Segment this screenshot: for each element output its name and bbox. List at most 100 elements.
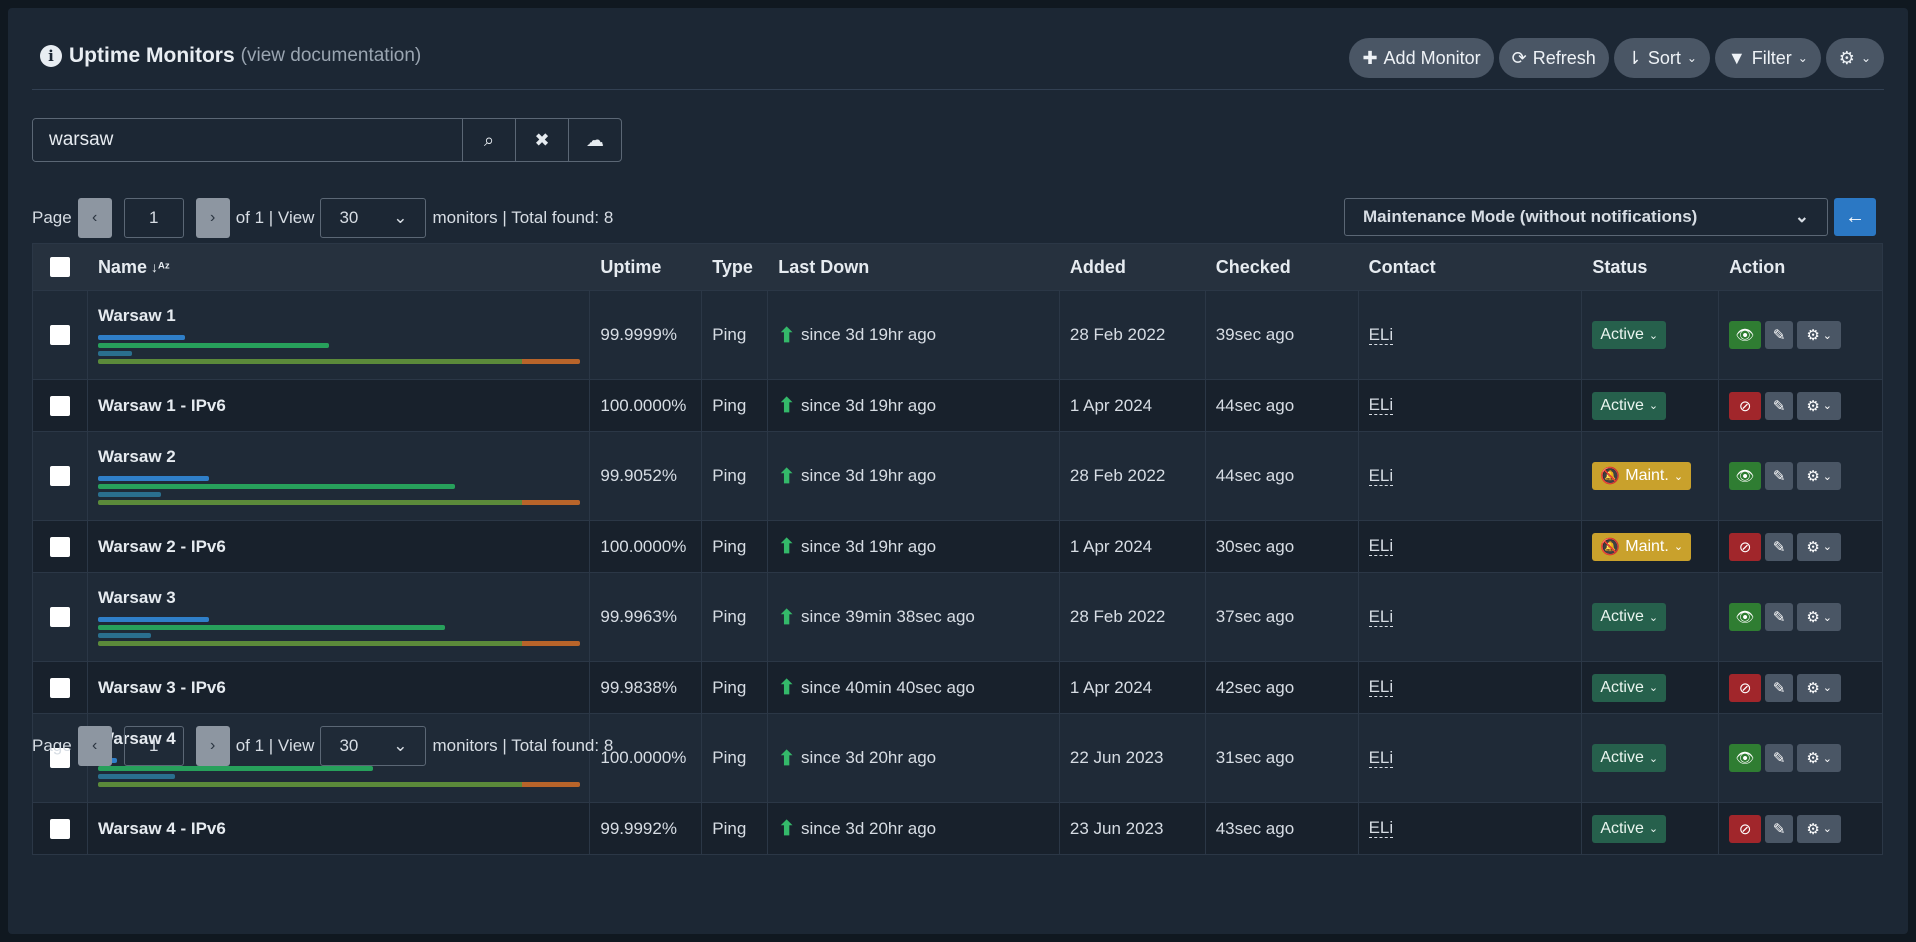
row-settings-button[interactable]: ⚙ ⌄ — [1797, 391, 1842, 420]
contact-link[interactable]: ELi — [1368, 536, 1394, 556]
row-settings-button[interactable]: ⚙ ⌄ — [1797, 744, 1842, 772]
monitor-name[interactable]: Warsaw 4 - IPv6 — [97, 818, 226, 838]
row-checkbox[interactable] — [49, 325, 70, 345]
search-input[interactable]: warsaw — [33, 119, 462, 161]
row-settings-button[interactable]: ⚙ ⌄ — [1797, 603, 1842, 631]
toggle-visibility-button[interactable]: ⊘ — [1729, 532, 1762, 561]
toggle-visibility-button[interactable]: ⊘ — [1729, 814, 1762, 843]
name-cell: Warsaw 4 - IPv6 — [88, 803, 591, 854]
cloud-button[interactable]: ☁ — [568, 119, 621, 161]
row-checkbox[interactable] — [49, 818, 70, 839]
header-checked: Checked — [1215, 256, 1291, 277]
action-cell: 👁 ✎ ⚙ ⌄ — [1719, 432, 1882, 520]
uptime-bars — [97, 332, 580, 364]
row-settings-button[interactable]: ⚙ ⌄ — [1797, 673, 1842, 702]
search-button[interactable]: ⌕ — [462, 119, 515, 161]
gear-icon: ⚙ — [1806, 609, 1820, 626]
edit-button[interactable]: ✎ — [1765, 462, 1794, 490]
status-badge[interactable]: Active ⌄ — [1592, 603, 1667, 631]
edit-button[interactable]: ✎ — [1765, 744, 1794, 772]
row-settings-button[interactable]: ⚙ ⌄ — [1797, 814, 1842, 843]
row-checkbox[interactable] — [49, 536, 70, 557]
per-page-select[interactable]: 30 ⌄ — [320, 726, 427, 766]
edit-button[interactable]: ✎ — [1765, 532, 1794, 561]
sort-button[interactable]: ⇂ Sort ⌄ — [1613, 38, 1710, 78]
table-row[interactable]: Warsaw 3 - IPv6 99.9838% Ping ⬆ since 40m… — [33, 661, 1882, 713]
row-checkbox[interactable] — [49, 748, 70, 768]
row-checkbox[interactable] — [49, 466, 70, 486]
contact-link[interactable]: ELi — [1368, 324, 1394, 345]
next-page-button[interactable]: › — [195, 198, 230, 238]
toggle-visibility-button[interactable]: 👁 — [1729, 603, 1762, 631]
contact-link[interactable]: ELi — [1368, 677, 1394, 697]
select-all-checkbox[interactable] — [50, 257, 71, 277]
row-checkbox[interactable] — [49, 607, 70, 627]
table-row[interactable]: Warsaw 2 - IPv6 100.0000% Ping ⬆ since 3d… — [33, 520, 1882, 572]
bulk-action-select[interactable]: Maintenance Mode (without notifications)… — [1344, 198, 1828, 236]
contact-link[interactable]: ELi — [1368, 606, 1394, 627]
status-badge[interactable]: 🔕 Maint. ⌄ — [1592, 532, 1692, 561]
row-checkbox[interactable] — [49, 677, 70, 698]
table-row[interactable]: Warsaw 4 100.0000% Ping ⬆ since 3d 20hr a… — [33, 713, 1882, 802]
contact-cell: ELi — [1359, 380, 1583, 431]
table-row[interactable]: Warsaw 2 99.9052% Ping ⬆ since 3d 19hr ag… — [33, 431, 1882, 520]
page-number-input[interactable]: 1 — [123, 726, 184, 766]
monitor-name[interactable]: Warsaw 1 — [97, 306, 176, 325]
page-label: Page — [32, 208, 72, 227]
edit-button[interactable]: ✎ — [1765, 391, 1794, 420]
chevron-down-icon: ⌄ — [1822, 611, 1832, 624]
table-row[interactable]: Warsaw 1 - IPv6 100.0000% Ping ⬆ since 3d… — [33, 379, 1882, 431]
toggle-visibility-button[interactable]: 👁 — [1729, 744, 1762, 772]
monitor-name[interactable]: Warsaw 3 — [97, 588, 176, 607]
type-value: Ping — [702, 291, 769, 379]
monitor-name[interactable]: Warsaw 3 - IPv6 — [97, 677, 226, 697]
filter-button[interactable]: ▼ Filter ⌄ — [1714, 38, 1821, 78]
monitor-name[interactable]: Warsaw 2 - IPv6 — [97, 536, 226, 556]
status-badge[interactable]: Active ⌄ — [1592, 391, 1667, 420]
row-settings-button[interactable]: ⚙ ⌄ — [1797, 462, 1842, 490]
page-number-input[interactable]: 1 — [123, 198, 184, 238]
edit-button[interactable]: ✎ — [1765, 603, 1794, 631]
apply-bulk-action-button[interactable]: ← — [1834, 198, 1876, 236]
table-row[interactable]: Warsaw 4 - IPv6 99.9992% Ping ⬆ since 3d … — [33, 802, 1882, 854]
refresh-button[interactable]: ⟳ Refresh — [1498, 38, 1609, 78]
status-badge[interactable]: Active ⌄ — [1592, 814, 1667, 843]
arrow-up-icon: ⬆ — [778, 395, 795, 417]
edit-button[interactable]: ✎ — [1765, 673, 1794, 702]
uptime-bar — [97, 343, 329, 348]
row-settings-button[interactable]: ⚙ ⌄ — [1797, 321, 1842, 349]
table-row[interactable]: Warsaw 1 99.9999% Ping ⬆ since 3d 19hr ag… — [33, 290, 1882, 379]
status-badge[interactable]: 🔕 Maint. ⌄ — [1592, 462, 1692, 490]
chevron-down-icon: ⌄ — [1686, 51, 1697, 65]
settings-button[interactable]: ⚙ ⌄ — [1825, 38, 1884, 78]
view-documentation-link[interactable]: (view documentation) — [240, 45, 422, 66]
per-page-value: 30 — [339, 736, 359, 755]
contact-link[interactable]: ELi — [1368, 747, 1394, 768]
prev-page-button[interactable]: ‹ — [77, 726, 112, 766]
contact-link[interactable]: ELi — [1368, 818, 1394, 838]
clear-search-button[interactable]: ✖ — [515, 119, 568, 161]
status-badge[interactable]: Active ⌄ — [1592, 321, 1667, 349]
monitor-name[interactable]: Warsaw 4 — [97, 729, 176, 748]
edit-button[interactable]: ✎ — [1765, 814, 1794, 843]
per-page-select[interactable]: 30 ⌄ — [320, 198, 427, 238]
toggle-visibility-button[interactable]: 👁 — [1729, 462, 1762, 490]
status-badge[interactable]: Active ⌄ — [1592, 673, 1667, 702]
table-row[interactable]: Warsaw 3 99.9963% Ping ⬆ since 39min 38se… — [33, 572, 1882, 661]
toggle-visibility-button[interactable]: 👁 — [1729, 321, 1762, 349]
toggle-visibility-button[interactable]: ⊘ — [1729, 673, 1762, 702]
row-checkbox[interactable] — [49, 395, 70, 416]
contact-link[interactable]: ELi — [1368, 395, 1394, 415]
monitor-name[interactable]: Warsaw 2 — [97, 447, 176, 466]
header-name[interactable]: Name ↓ᴬᶻ — [88, 244, 590, 290]
filter-icon: ▼ — [1727, 47, 1746, 68]
contact-link[interactable]: ELi — [1368, 465, 1394, 486]
row-settings-button[interactable]: ⚙ ⌄ — [1797, 532, 1842, 561]
monitor-name[interactable]: Warsaw 1 - IPv6 — [97, 395, 226, 415]
next-page-button[interactable]: › — [195, 726, 230, 766]
prev-page-button[interactable]: ‹ — [77, 198, 112, 238]
status-badge[interactable]: Active ⌄ — [1592, 744, 1667, 772]
toggle-visibility-button[interactable]: ⊘ — [1729, 391, 1762, 420]
add-monitor-button[interactable]: ✚ Add Monitor — [1349, 38, 1494, 78]
edit-button[interactable]: ✎ — [1765, 321, 1794, 349]
